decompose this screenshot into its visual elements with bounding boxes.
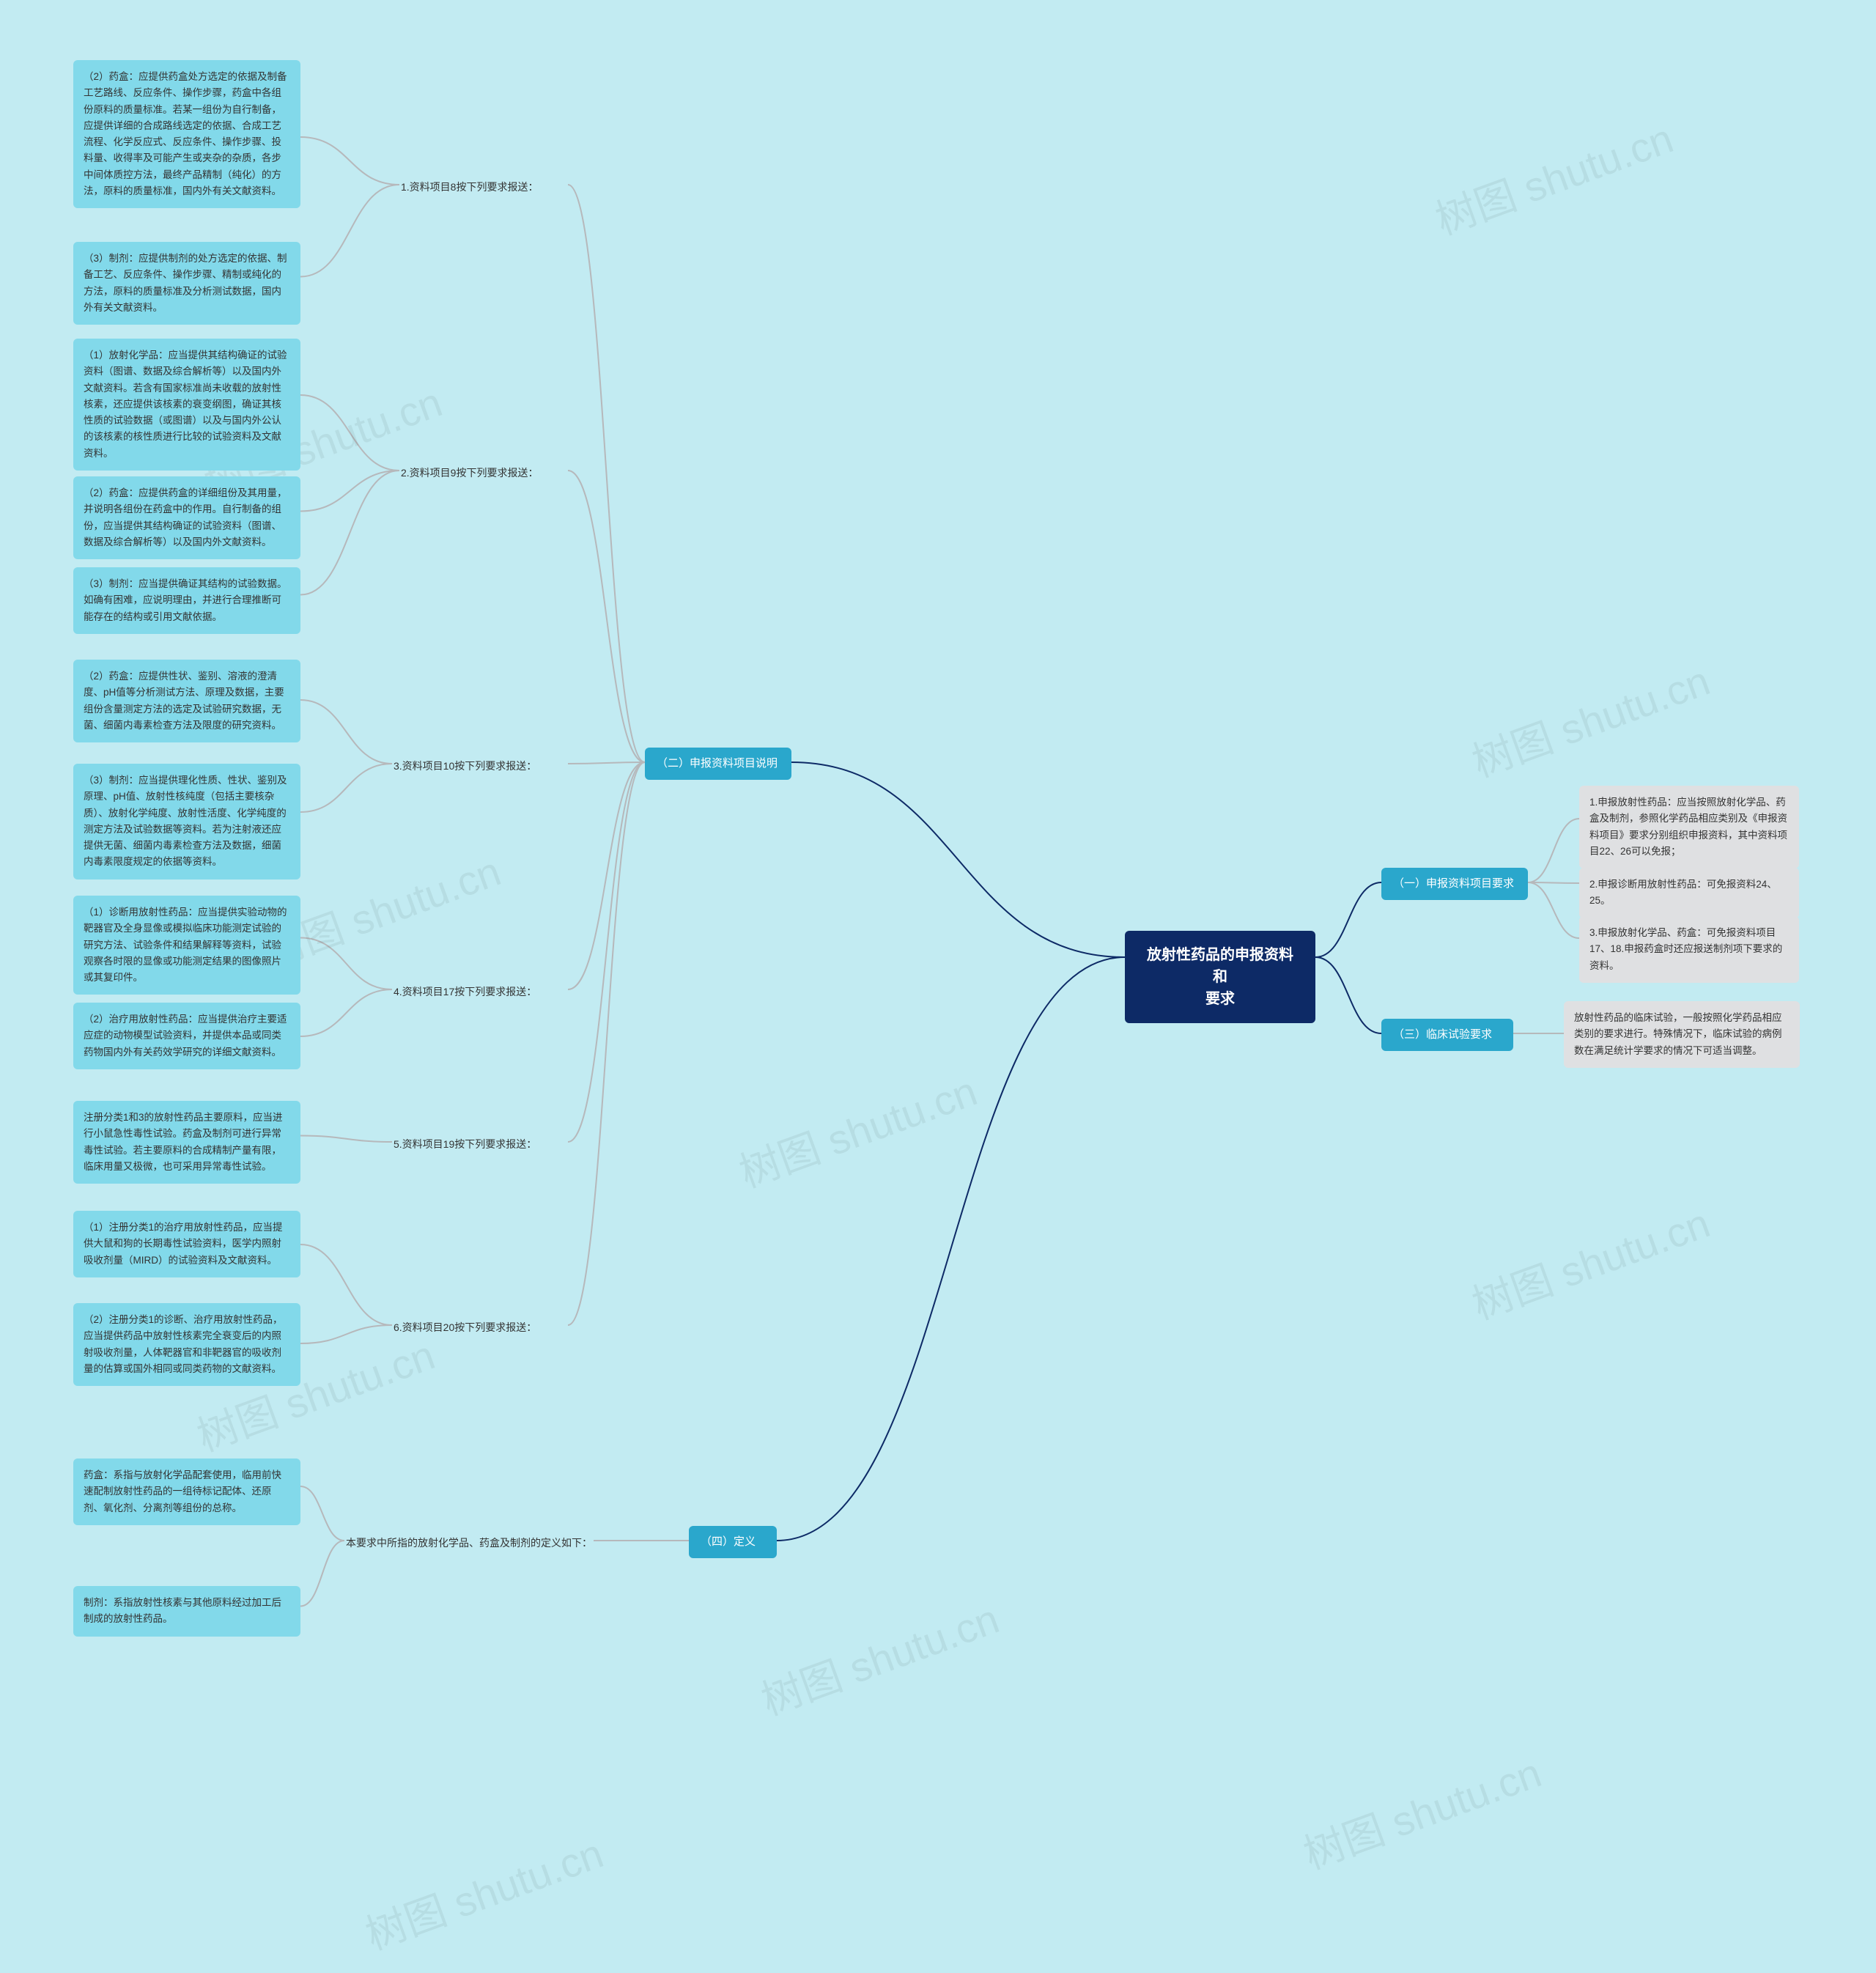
watermark: 树图 shutu.cn — [730, 1058, 984, 1199]
leaf-b1l2: 2.申报诊断用放射性药品：可免报资料24、25。 — [1579, 868, 1799, 918]
root-title-line1: 放射性药品的申报资料和 — [1147, 947, 1293, 985]
leaf-b1l3: 3.申报放射化学品、药盒：可免报资料项目17、18.申报药盒时还应报送制剂项下要… — [1579, 916, 1799, 983]
leaf-s6l1: （1）注册分类1的治疗用放射性药品，应当提供大鼠和狗的长期毒性试验资料，医学内照… — [73, 1211, 300, 1277]
root-node: 放射性药品的申报资料和 要求 — [1125, 931, 1315, 1023]
sub-s4: 4.资料项目17按下列要求报送： — [392, 981, 568, 1003]
root-title-line2: 要求 — [1205, 991, 1235, 1007]
sub-s3: 3.资料项目10按下列要求报送： — [392, 755, 568, 777]
sub-s2: 2.资料项目9按下列要求报送： — [399, 462, 568, 484]
watermark: 树图 shutu.cn — [1426, 106, 1680, 246]
leaf-s4l1: （1）诊断用放射性药品：应当提供实验动物的靶器官及全身显像或模拟临床功能测定试验… — [73, 896, 300, 995]
leaf-s1l2: （3）制剂：应提供制剂的处方选定的依据、制备工艺、反应条件、操作步骤、精制或纯化… — [73, 242, 300, 325]
branch-b3: （三）临床试验要求 — [1381, 1019, 1513, 1051]
watermark: 树图 shutu.cn — [752, 1586, 1006, 1727]
branch-b1: （一）申报资料项目要求 — [1381, 868, 1528, 900]
leaf-s3l2: （3）制剂：应当提供理化性质、性状、鉴别及原理、pH值、放射性核纯度（包括主要核… — [73, 764, 300, 879]
leaf-s2l1: （1）放射化学品：应当提供其结构确证的试验资料（图谱、数据及综合解析等）以及国内… — [73, 339, 300, 471]
branch-b4: （四）定义 — [689, 1526, 777, 1558]
leaf-s3l1: （2）药盒：应提供性状、鉴别、溶液的澄清度、pH值等分析测试方法、原理及数据，主… — [73, 660, 300, 742]
leaf-s2l2: （2）药盒：应提供药盒的详细组份及其用量，并说明各组份在药盒中的作用。自行制备的… — [73, 476, 300, 559]
branch-b2: （二）申报资料项目说明 — [645, 748, 791, 780]
watermark: 树图 shutu.cn — [1463, 1190, 1717, 1331]
leaf-b1l1: 1.申报放射性药品：应当按照放射化学品、药盒及制剂，参照化学药品相应类别及《申报… — [1579, 786, 1799, 869]
leaf-s5l1: 注册分类1和3的放射性药品主要原料，应当进行小鼠急性毒性试验。药盒及制剂可进行异… — [73, 1101, 300, 1184]
sub-s7: 本要求中所指的放射化学品、药盒及制剂的定义如下： — [344, 1532, 594, 1554]
leaf-s7l2: 制剂：系指放射性核素与其他原料经过加工后制成的放射性药品。 — [73, 1586, 300, 1637]
leaf-s2l3: （3）制剂：应当提供确证其结构的试验数据。如确有困难，应说明理由，并进行合理推断… — [73, 567, 300, 634]
watermark: 树图 shutu.cn — [1294, 1740, 1548, 1881]
sub-s1: 1.资料项目8按下列要求报送： — [399, 176, 568, 198]
leaf-s4l2: （2）治疗用放射性药品：应当提供治疗主要适应症的动物模型试验资料，并提供本品或同… — [73, 1003, 300, 1069]
leaf-s6l2: （2）注册分类1的诊断、治疗用放射性药品，应当提供药品中放射性核素完全衰变后的内… — [73, 1303, 300, 1386]
sub-s6: 6.资料项目20按下列要求报送： — [392, 1316, 568, 1338]
watermark: 树图 shutu.cn — [1463, 648, 1717, 789]
leaf-s1l1: （2）药盒：应提供药盒处方选定的依据及制备工艺路线、反应条件、操作步骤，药盒中各… — [73, 60, 300, 208]
leaf-s7l1: 药盒：系指与放射化学品配套使用，临用前快速配制放射性药品的一组待标记配体、还原剂… — [73, 1458, 300, 1525]
leaf-b3l1: 放射性药品的临床试验，一般按照化学药品相应类别的要求进行。特殊情况下，临床试验的… — [1564, 1001, 1800, 1068]
watermark: 树图 shutu.cn — [356, 1821, 610, 1961]
sub-s5: 5.资料项目19按下列要求报送： — [392, 1133, 568, 1155]
